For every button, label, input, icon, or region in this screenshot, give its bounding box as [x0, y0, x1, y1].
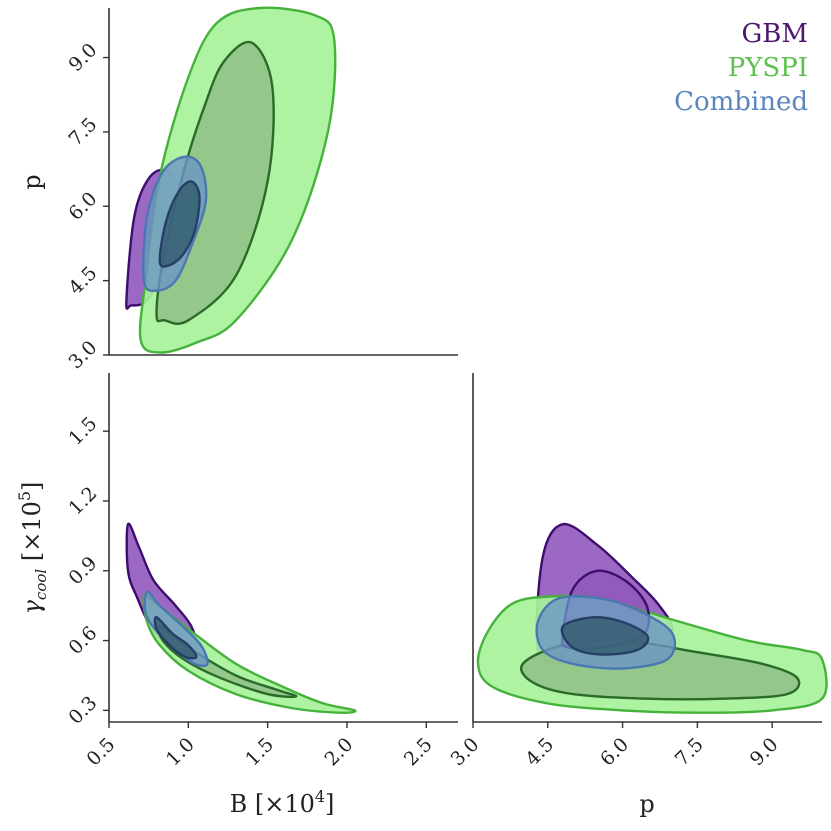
y-tick-label: 4.5: [65, 262, 102, 299]
y-tick-label: 6.0: [65, 188, 102, 225]
x-tick-label: 1.0: [162, 734, 199, 771]
contours-b-vs-gamma: [125, 522, 357, 714]
y-ticks-p: 3.0 4.5 6.0 7.5 9.0: [65, 39, 109, 373]
y-axis-label-gamma: γcool [×105]: [15, 482, 50, 615]
y-tick-label: 1.5: [65, 413, 102, 450]
x-tick-label: 3.0: [447, 734, 484, 771]
y-ticks-gamma: 0.3 0.6 0.9 1.2 1.5: [65, 413, 109, 729]
x-tick-label: 2.0: [320, 734, 357, 771]
x-tick-label: 0.5: [83, 734, 120, 771]
x-tick-label: 7.5: [671, 734, 708, 771]
x-axis-label-b: B [×104]: [230, 787, 335, 818]
contour-pyspi-inner: [156, 625, 298, 699]
y-tick-label: 1.2: [65, 483, 102, 520]
legend-gbm: GBM: [742, 19, 809, 49]
contours-p-vs-gamma: [476, 522, 828, 714]
contour-combined-inner: [153, 616, 198, 660]
legend-combined: Combined: [674, 87, 808, 117]
x-tick-label: 6.0: [596, 734, 633, 771]
x-ticks-p: 3.0 4.5 6.0 7.5 9.0: [447, 722, 783, 770]
contours-b-vs-p: [125, 6, 337, 354]
panel-b-vs-p: 3.0 4.5 6.0 7.5 9.0 p: [18, 6, 458, 373]
y-tick-label: 9.0: [65, 39, 102, 76]
x-tick-label: 1.5: [241, 734, 278, 771]
x-ticks-b: 0.5 1.0 1.5 2.0 2.5: [83, 722, 437, 770]
y-tick-label: 7.5: [65, 113, 102, 150]
contour-combined-inner: [158, 180, 201, 268]
panel-b-vs-gamma: 0.3 0.6 0.9 1.2 1.5 0.5 1.0 1.5 2.0 2.5 B [×104]…: [15, 373, 458, 818]
y-tick-label: 0.3: [65, 692, 102, 729]
panel-p-vs-gamma: 3.0 4.5 6.0 7.5 9.0 p: [447, 373, 828, 818]
x-tick-label: 4.5: [521, 734, 558, 771]
x-axis-label-p: p: [639, 790, 654, 818]
y-tick-label: 0.6: [65, 622, 102, 659]
contour-combined-inner: [560, 615, 650, 656]
legend-pyspi: PYSPI: [728, 53, 808, 83]
y-axis-label-p: p: [18, 174, 46, 189]
legend: GBM PYSPI Combined: [674, 19, 808, 117]
x-tick-label: 2.5: [400, 734, 437, 771]
y-tick-label: 3.0: [65, 337, 102, 374]
y-tick-label: 0.9: [65, 552, 102, 589]
x-tick-label: 9.0: [746, 734, 783, 771]
